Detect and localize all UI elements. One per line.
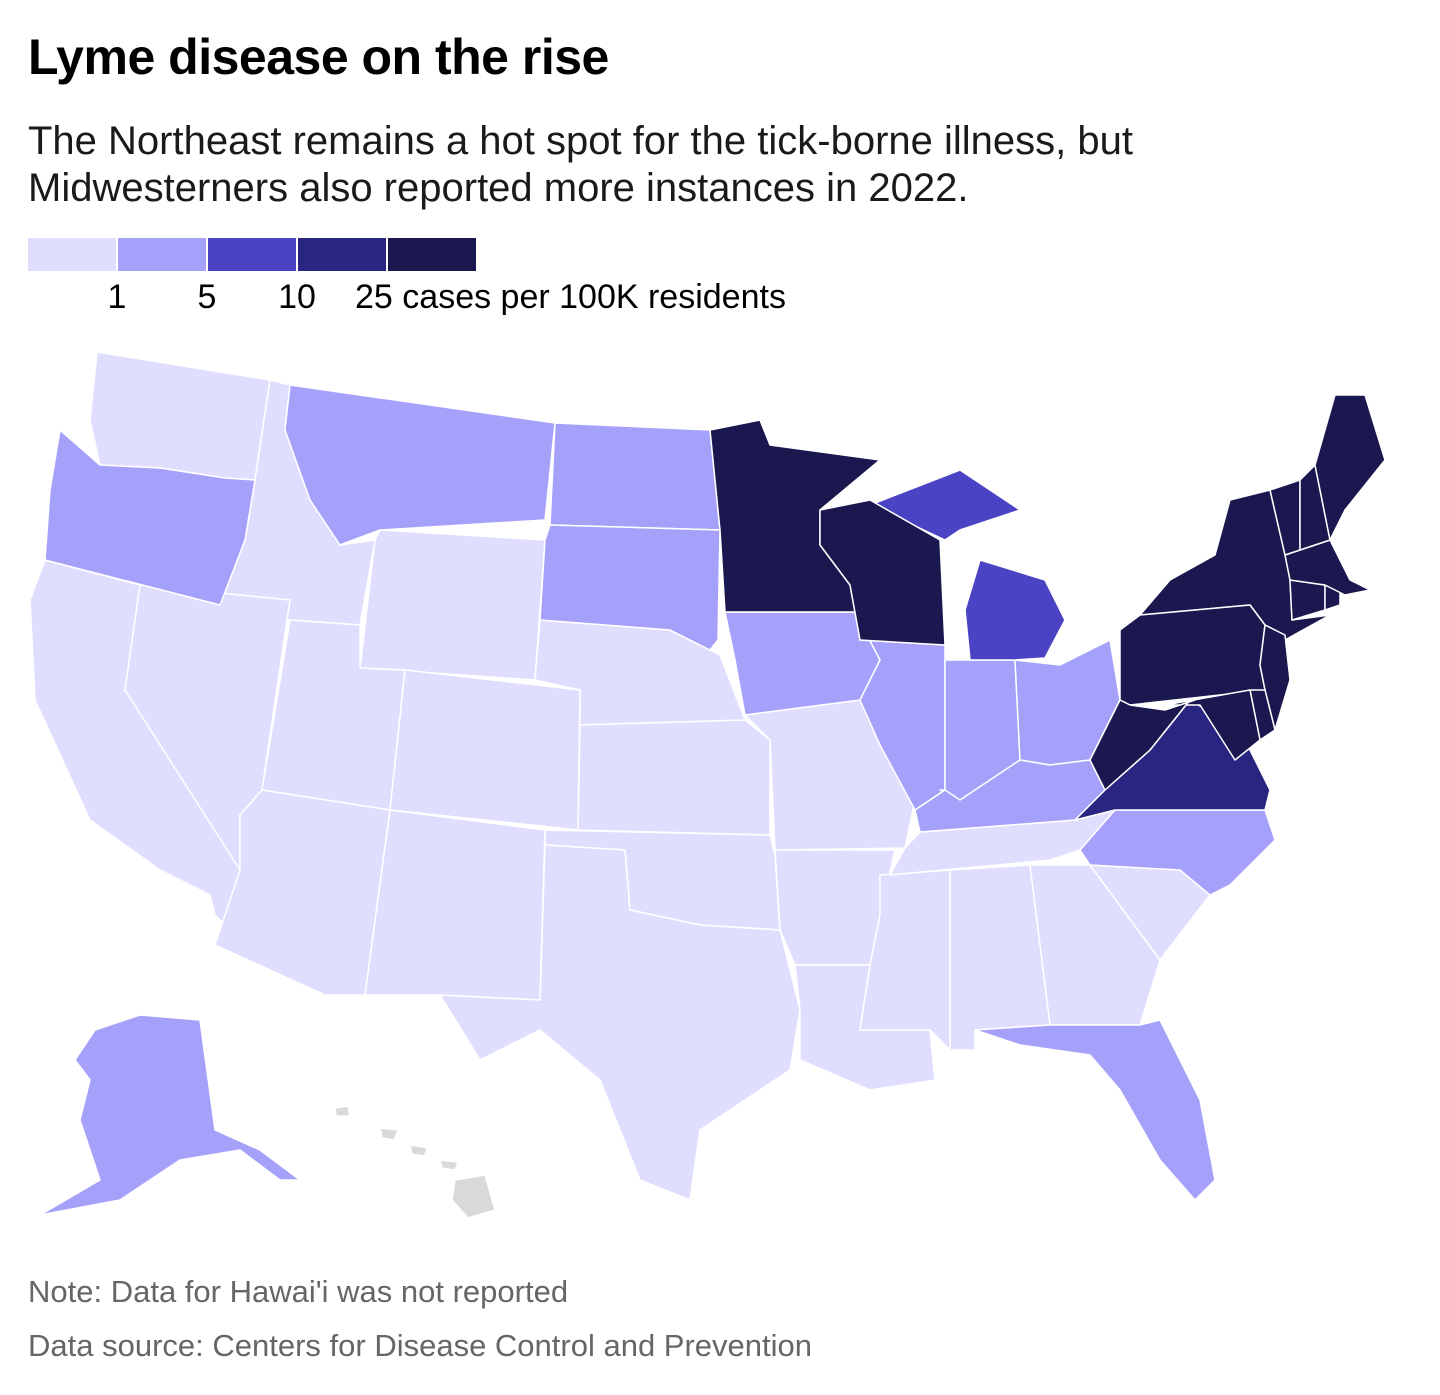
state-wv [1089, 699, 1196, 791]
legend-label-25: 25 cases per 100K residents [355, 278, 786, 317]
legend-swatch-2 [208, 238, 296, 271]
state-wy [359, 529, 546, 681]
state-nd [549, 422, 721, 531]
note-text: Note: Data for Hawai'i was not reported [28, 1274, 569, 1309]
state-hi [334, 1105, 351, 1117]
state-tx [439, 844, 801, 1201]
state-ia [724, 611, 881, 716]
legend-label-5: 5 [197, 278, 217, 316]
legend-swatch-1 [118, 238, 206, 271]
state-me [1314, 394, 1386, 541]
state-ak [39, 1014, 301, 1216]
state-hi [379, 1127, 399, 1141]
source-text: Data source: Centers for Disease Control… [28, 1328, 813, 1363]
state-mi [964, 559, 1066, 661]
state-az [214, 789, 391, 996]
legend-swatch-4 [388, 238, 476, 271]
legend-label-10: 10 [278, 278, 316, 316]
state-or [44, 429, 256, 606]
state-wa [89, 351, 271, 481]
state-md [1164, 689, 1261, 761]
state-hi [409, 1144, 429, 1157]
state-hi [439, 1159, 459, 1171]
legend-swatch-0 [28, 238, 116, 271]
state-mt [284, 384, 556, 546]
state-pa [1119, 604, 1266, 706]
state-wi [819, 499, 946, 646]
state-nm [364, 809, 546, 1001]
chart-title: Lyme disease on the rise [28, 29, 609, 85]
state-sd [539, 524, 721, 651]
state-ky [914, 759, 1106, 833]
legend-label-1: 1 [107, 278, 127, 316]
state-co [389, 669, 581, 831]
state-fl [974, 1019, 1216, 1201]
state-hi [451, 1174, 496, 1219]
state-ga [1029, 864, 1161, 1026]
legend-threshold-25: 25 [355, 278, 393, 316]
legend-swatch-3 [298, 238, 386, 271]
state-ct [1289, 579, 1326, 621]
chart-subtitle: The Northeast remains a hot spot for the… [28, 119, 1133, 210]
state-ks [577, 719, 771, 836]
legend-unit: cases per 100K residents [402, 278, 786, 316]
